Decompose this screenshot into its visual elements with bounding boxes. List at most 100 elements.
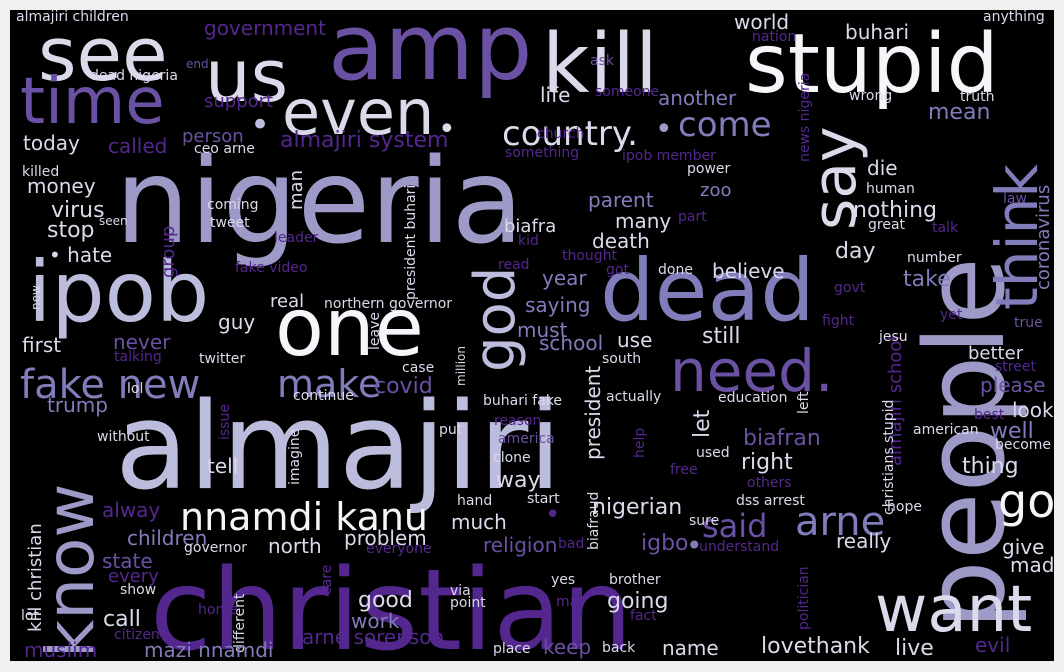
cloud-word: buhari fake xyxy=(483,393,563,409)
cloud-word: arne sorenson xyxy=(302,625,445,649)
cloud-word: still xyxy=(702,324,741,349)
cloud-word: take xyxy=(903,267,951,292)
cloud-word: anything xyxy=(983,10,1045,25)
cloud-word: truth xyxy=(960,89,995,105)
cloud-word: lovethank xyxy=(761,634,870,659)
cloud-word: christians stupid xyxy=(881,399,897,515)
cloud-word: good xyxy=(358,588,413,613)
cloud-word: dead nigeria xyxy=(90,68,178,84)
cloud-word: jesu xyxy=(879,329,908,345)
cloud-word: law xyxy=(1003,191,1027,207)
cloud-word: life xyxy=(540,83,571,107)
cloud-word: fight xyxy=(822,313,855,329)
cloud-word: may xyxy=(556,594,587,610)
cloud-word: nigeria xyxy=(115,132,524,270)
cloud-word: fake video xyxy=(235,260,308,276)
cloud-word: leave xyxy=(367,312,383,350)
cloud-word: • xyxy=(438,112,456,147)
cloud-word: never xyxy=(113,330,171,354)
cloud-word: home xyxy=(198,602,238,618)
cloud-word: coming xyxy=(207,197,259,213)
cloud-word: street xyxy=(995,359,1036,375)
cloud-word: million xyxy=(454,346,468,386)
cloud-word: really xyxy=(836,529,892,553)
cloud-word: something xyxy=(505,145,580,161)
cloud-word: country. xyxy=(502,114,638,154)
cloud-word: way xyxy=(496,468,541,493)
cloud-word: tell xyxy=(207,454,239,478)
cloud-word: governor xyxy=(184,540,248,556)
cloud-word: wrong xyxy=(849,88,893,104)
cloud-word: seen xyxy=(99,214,128,228)
cloud-word: someone xyxy=(595,84,660,100)
cloud-word: • xyxy=(686,529,703,562)
cloud-word: read xyxy=(498,257,530,273)
cloud-word: name xyxy=(662,636,719,660)
cloud-word: almajiri system xyxy=(280,128,449,153)
cloud-word: church xyxy=(537,126,585,142)
cloud-word: day xyxy=(835,239,876,264)
cloud-word: south xyxy=(602,351,642,367)
cloud-word: let xyxy=(690,409,715,438)
cloud-word: number xyxy=(907,250,962,266)
cloud-word: stop xyxy=(47,218,95,243)
cloud-word: back xyxy=(602,640,636,656)
cloud-word: become xyxy=(995,437,1052,453)
cloud-word: use xyxy=(617,328,653,352)
cloud-word: alway xyxy=(102,498,161,522)
cloud-word: much xyxy=(451,510,507,534)
cloud-word: clone xyxy=(493,450,531,466)
cloud-word: thought xyxy=(562,248,618,264)
cloud-word: human xyxy=(866,181,915,197)
cloud-word: please xyxy=(980,373,1046,397)
cloud-word: bad xyxy=(558,536,585,552)
cloud-word: put xyxy=(439,422,463,438)
cloud-word: end xyxy=(186,57,209,71)
cloud-word: place xyxy=(493,641,531,657)
cloud-word: guy xyxy=(218,310,256,334)
cloud-word: dead xyxy=(600,241,815,341)
cloud-word: yes xyxy=(551,572,576,588)
cloud-word: • hate xyxy=(49,243,113,267)
cloud-word: others xyxy=(747,475,792,491)
cloud-word: mean xyxy=(928,100,991,125)
cloud-word: come xyxy=(678,105,772,145)
cloud-word: hand xyxy=(457,493,493,509)
cloud-word: well xyxy=(990,419,1034,444)
cloud-word: dss arrest xyxy=(736,493,805,509)
cloud-word: coronavirus xyxy=(1033,184,1054,290)
cloud-word: state xyxy=(102,549,153,573)
cloud-word: need. xyxy=(670,337,834,405)
cloud-word: lol xyxy=(127,381,144,397)
cloud-word: world xyxy=(734,10,790,34)
cloud-word: another xyxy=(658,86,737,110)
cloud-word: • xyxy=(545,500,561,530)
cloud-word: zoo xyxy=(700,180,732,201)
cloud-word: called xyxy=(108,134,168,158)
cloud-word: north xyxy=(268,534,322,558)
cloud-word: citizen xyxy=(114,627,160,643)
cloud-word: actually xyxy=(606,389,662,405)
cloud-word: brother xyxy=(609,572,661,588)
cloud-word: help xyxy=(632,427,648,458)
cloud-word: person xyxy=(182,126,244,147)
cloud-word: give xyxy=(1002,535,1045,559)
cloud-word: make xyxy=(277,362,382,406)
cloud-word: today xyxy=(23,131,80,155)
cloud-word: fact xyxy=(630,608,657,624)
cloud-word: see xyxy=(38,12,168,98)
cloud-word: arne xyxy=(795,499,886,545)
cloud-word: hope xyxy=(887,499,922,515)
cloud-word: via xyxy=(450,583,471,599)
cloud-word: call xyxy=(103,607,141,632)
cloud-word: killed xyxy=(22,164,60,180)
cloud-word: better xyxy=(968,343,1024,364)
cloud-word: must xyxy=(517,318,568,342)
cloud-word: part xyxy=(678,209,707,225)
cloud-word: everyone xyxy=(366,541,432,557)
cloud-word: problem xyxy=(344,526,427,550)
cloud-word: biafra xyxy=(504,216,557,237)
cloud-word: politician xyxy=(796,566,812,630)
cloud-word: evil xyxy=(975,633,1011,657)
cloud-word: time xyxy=(20,65,165,139)
